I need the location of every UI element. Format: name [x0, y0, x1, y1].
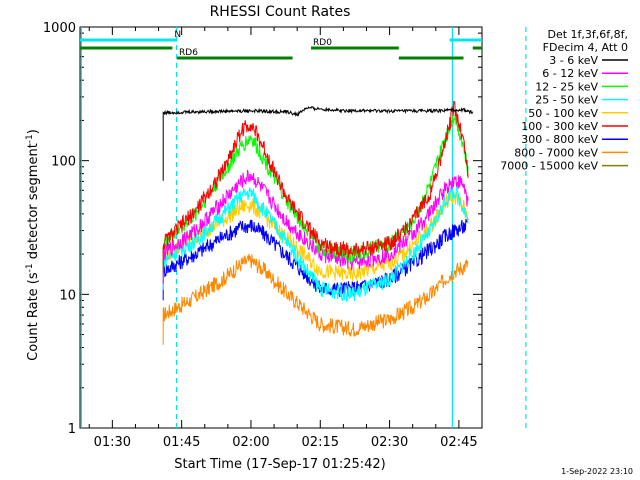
- x-tick-label: 02:45: [440, 435, 477, 450]
- y-tick-label: 10: [59, 288, 76, 303]
- legend-entry-label: 300 - 800 keV: [521, 133, 598, 146]
- legend: Det 1f,3f,6f,8f,FDecim 4, Att 03 - 6 keV…: [500, 28, 628, 173]
- legend-entry-label: 50 - 100 keV: [528, 107, 598, 120]
- series-line: [162, 253, 469, 345]
- y-tick-label: 1000: [43, 21, 76, 36]
- legend-entry-label: 7000 - 15000 keV: [500, 160, 598, 173]
- x-axis-label: Start Time (17-Sep-17 01:25:42): [174, 457, 385, 472]
- series-line: [162, 169, 469, 284]
- series-line: [162, 101, 469, 274]
- legend-entry-label: 800 - 7000 keV: [514, 146, 598, 159]
- y-tick-label: 100: [51, 155, 76, 170]
- x-tick-label: 02:30: [371, 435, 408, 450]
- plot-frame: [79, 26, 483, 429]
- x-tick-label: 02:15: [302, 435, 339, 450]
- x-tick-label: 02:00: [232, 435, 269, 450]
- series-line: [162, 216, 469, 301]
- legend-entry-label: 12 - 25 keV: [535, 80, 598, 93]
- series-line: [162, 106, 474, 181]
- state-bar-label: RD6: [179, 48, 198, 58]
- series-line: [162, 186, 469, 303]
- x-tick-label: 01:30: [94, 435, 131, 450]
- state-bar-label: N: [174, 30, 181, 40]
- state-bar-label: RD0: [313, 38, 332, 48]
- legend-entry-label: 25 - 50 keV: [535, 94, 598, 107]
- x-tick-label: 01:45: [163, 435, 200, 450]
- chart-title: RHESSI Count Rates: [210, 4, 351, 20]
- footer-timestamp: 1-Sep-2022 23:10: [561, 467, 633, 476]
- y-tick-label: 1: [68, 422, 76, 437]
- plot-area: 1 10 100 1000 01:30 01:45 02:00 02:15 02:30 02:45…: [43, 21, 527, 450]
- legend-entry-label: 6 - 12 keV: [542, 67, 598, 80]
- legend-title: FDecim 4, Att 0: [543, 41, 628, 54]
- legend-entry-label: 3 - 6 keV: [549, 54, 598, 67]
- y-axis-label: Count Rate (s-1 detector segment-1): [25, 129, 41, 361]
- legend-entry-label: 100 - 300 keV: [521, 120, 598, 133]
- legend-title: Det 1f,3f,6f,8f,: [547, 28, 628, 41]
